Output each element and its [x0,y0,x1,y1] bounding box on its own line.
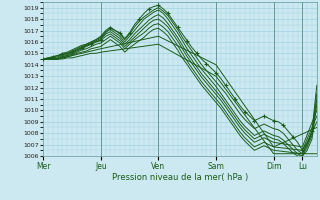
X-axis label: Pression niveau de la mer( hPa ): Pression niveau de la mer( hPa ) [112,173,248,182]
